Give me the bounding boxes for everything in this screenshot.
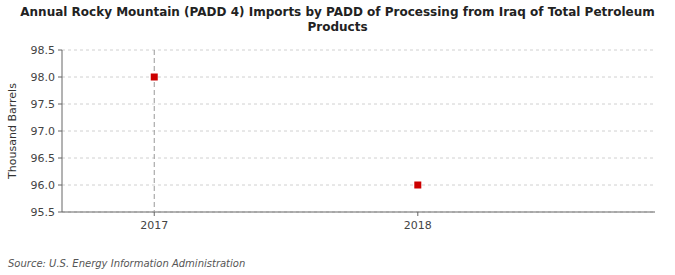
grid-line [62,50,655,51]
grid-line [62,185,655,186]
y-axis-label: Thousand Barrels [6,83,19,180]
y-tick [58,50,62,51]
x-tick [417,212,418,216]
y-tick [58,131,62,132]
page: {"chart_data": {"type": "scatter", "titl… [0,0,675,275]
y-tick [58,104,62,105]
y-tick-label: 97.0 [31,125,56,138]
y-axis-line [62,50,63,212]
y-tick-label: 97.5 [31,98,56,111]
axes: 95.5 96.0 96.5 97.0 97.5 98.0 98.5 2017 2018 [31,44,656,232]
x-tick-label: 2018 [404,219,432,232]
title-line: Products [307,20,367,34]
source-note: Source: U.S. Energy Information Administ… [8,258,245,269]
grid-line [62,158,655,159]
chart: Annual Rocky Mountain (PADD 4) Imports b… [0,0,675,275]
plot-area [151,50,422,212]
y-tick-label: 98.0 [31,71,56,84]
y-tick [58,185,62,186]
y-tick-label: 98.5 [31,44,56,57]
grid [62,50,655,212]
y-tick [58,158,62,159]
x-tick [154,212,155,216]
title-line: Annual Rocky Mountain (PADD 4) Imports b… [20,5,654,19]
x-tick-label: 2017 [140,219,168,232]
y-tick-label: 96.0 [31,179,56,192]
point [414,182,421,189]
point [151,74,158,81]
y-tick-label: 96.5 [31,152,56,165]
grid-line [62,212,655,213]
y-tick [58,77,62,78]
grid-line [62,131,655,132]
y-tick-label: 95.5 [31,206,56,219]
grid-line [62,104,655,105]
y-tick [58,212,62,213]
x-axis-line [62,212,655,213]
title: Annual Rocky Mountain (PADD 4) Imports b… [20,5,654,34]
